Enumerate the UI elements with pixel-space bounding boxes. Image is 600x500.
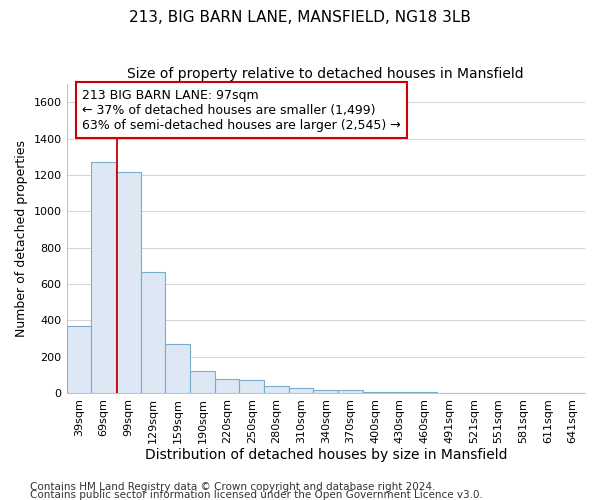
Bar <box>190 372 215 393</box>
Bar <box>67 326 91 393</box>
Text: Contains HM Land Registry data © Crown copyright and database right 2024.: Contains HM Land Registry data © Crown c… <box>30 482 436 492</box>
Bar <box>363 392 388 393</box>
Bar <box>116 172 140 393</box>
Bar <box>338 390 363 393</box>
Bar <box>239 380 264 393</box>
Y-axis label: Number of detached properties: Number of detached properties <box>15 140 28 337</box>
X-axis label: Distribution of detached houses by size in Mansfield: Distribution of detached houses by size … <box>145 448 507 462</box>
Bar <box>313 390 338 393</box>
Text: 213 BIG BARN LANE: 97sqm
← 37% of detached houses are smaller (1,499)
63% of sem: 213 BIG BARN LANE: 97sqm ← 37% of detach… <box>82 88 401 132</box>
Bar <box>289 388 313 393</box>
Bar <box>215 380 239 393</box>
Bar <box>412 392 437 393</box>
Bar <box>264 386 289 393</box>
Bar <box>165 344 190 393</box>
Bar <box>91 162 116 393</box>
Text: 213, BIG BARN LANE, MANSFIELD, NG18 3LB: 213, BIG BARN LANE, MANSFIELD, NG18 3LB <box>129 10 471 25</box>
Text: Contains public sector information licensed under the Open Government Licence v3: Contains public sector information licen… <box>30 490 483 500</box>
Title: Size of property relative to detached houses in Mansfield: Size of property relative to detached ho… <box>127 68 524 82</box>
Bar <box>140 272 165 393</box>
Bar <box>388 392 412 393</box>
